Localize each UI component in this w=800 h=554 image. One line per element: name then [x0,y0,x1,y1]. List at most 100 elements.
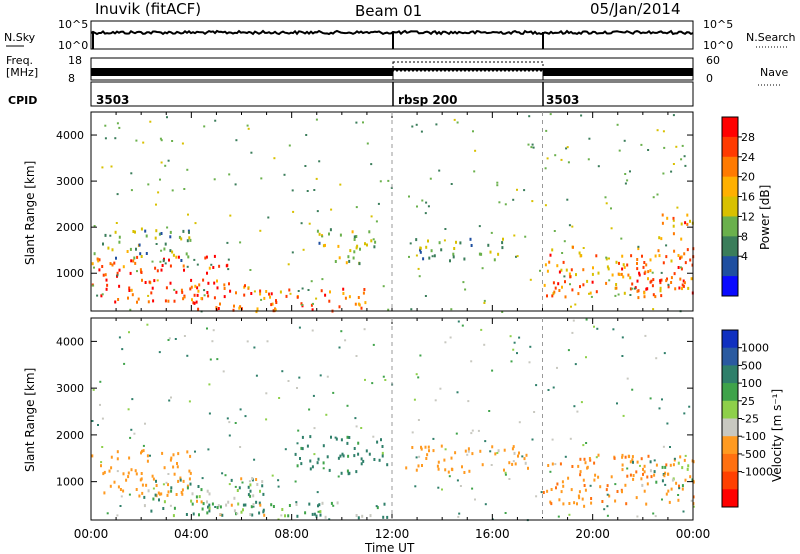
vel-cell [454,451,457,455]
vel-cell [647,454,650,458]
vel-scatter-cell [540,491,543,494]
power-cell [213,281,216,285]
vel-cell [206,511,209,515]
vel-scatter-cell [228,421,231,424]
power-cell [161,264,164,267]
vel-scatter-cell [663,352,666,355]
power-scatter-cell [418,275,421,278]
power-cell [621,254,624,258]
vel-cell [503,468,505,472]
power-cell [118,235,121,239]
vel-scatter-cell [201,477,204,480]
vel-scatter-cell [658,407,661,410]
vel-cell [481,463,484,467]
power-cell [141,278,143,282]
vel-scatter-cell [449,336,452,339]
power-scatter-cell [109,234,112,237]
power-cell [182,297,185,301]
power-cell [623,265,626,269]
power-scatter-cell [110,165,113,168]
power-cell [213,254,216,258]
power-scatter-cell [618,149,621,152]
vel-cell [151,474,154,478]
power-scatter-cell [160,249,163,252]
vel-cell [577,464,580,468]
vel-cell [479,449,482,453]
power-scatter-cell [411,125,414,128]
power-scatter-cell [355,206,358,209]
power-cell [666,216,669,220]
power-cell [419,250,422,254]
vel-cell [294,452,297,456]
vel-cell [324,515,327,519]
vel-scatter-cell [417,419,420,421]
vel-cell [646,482,649,486]
power-cell [118,240,121,244]
vel-cell [230,478,233,482]
vel-cell [198,513,200,517]
power-scatter-cell [114,137,117,140]
vel-cell [309,459,312,463]
vel-scatter-cell [313,427,316,430]
power-scatter-cell [171,189,174,192]
vel-scatter-cell [97,424,99,426]
vel-cell [207,505,209,509]
vel-cell [113,480,116,484]
velocity-colorbar-swatch [722,347,738,366]
power-cell [597,271,600,275]
vel-scatter-cell [266,340,269,343]
vel-cell [444,468,447,472]
power-cell [207,294,210,298]
vel-scatter-cell [234,485,237,488]
power-cell [557,282,560,286]
vel-cell [610,475,613,479]
power-scatter-cell [571,225,574,228]
power-cell [134,230,136,234]
vel-scatter-cell [206,327,208,330]
power-scatter-cell [443,239,446,242]
vel-scatter-cell [571,331,574,334]
power-cell [642,265,645,269]
power-cell [185,252,188,256]
power-scatter-cell [315,118,318,121]
power-scatter-cell [667,283,670,286]
vel-cell [249,489,252,493]
vel-cell [319,510,322,514]
power-scatter-cell [597,165,600,168]
vel-scatter-cell [531,438,534,441]
power-colorbar-swatch [722,236,738,257]
power-cell [680,222,683,226]
power-scatter-cell [590,295,593,298]
vel-cell [172,465,175,469]
power-cell [677,254,680,257]
vel-cell [108,469,111,473]
power-cell [433,254,436,258]
power-scatter-cell [420,130,423,133]
power-scatter-cell [427,205,430,208]
power-scatter-cell [504,203,507,206]
vel-cell [420,447,423,451]
vel-cell [570,488,573,492]
power-scatter-cell [568,224,571,227]
time-tick-label: 08:00 [274,527,309,541]
vel-cell [669,463,672,467]
vel-scatter-cell [271,474,274,477]
power-cell [187,255,190,259]
power-cell [626,263,629,267]
vel-cell [593,478,596,482]
power-cell [622,263,625,267]
vel-cell [188,477,191,481]
power-cell [627,273,630,277]
power-scatter-cell [456,121,459,124]
vel-cell [667,489,670,493]
power-cell [544,263,547,267]
power-scatter-cell [544,204,547,207]
power-cell [659,289,662,293]
vel-cell [202,502,205,506]
power-scatter-cell [662,130,665,133]
vel-scatter-cell [509,335,512,338]
vel-cell [176,462,178,465]
vel-scatter-cell [606,505,609,508]
power-cell [568,272,571,276]
